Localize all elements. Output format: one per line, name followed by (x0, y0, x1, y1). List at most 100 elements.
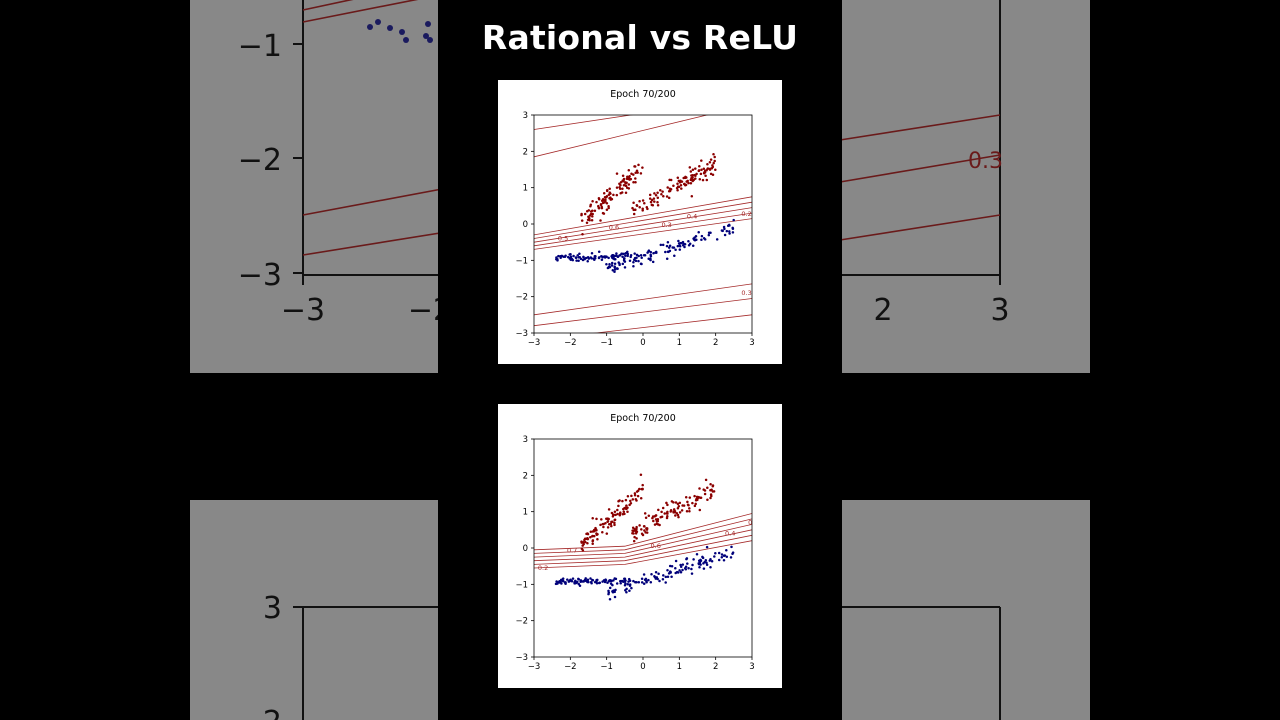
data-point (700, 234, 704, 238)
data-point (593, 580, 597, 584)
data-point (579, 579, 583, 582)
data-point (672, 184, 675, 187)
data-point (655, 576, 659, 579)
data-point (634, 498, 638, 501)
data-point (595, 533, 599, 537)
data-point (637, 163, 640, 167)
data-point (627, 577, 631, 581)
data-point (560, 254, 564, 258)
data-point (690, 567, 693, 571)
data-point (632, 212, 636, 216)
x-tick-label: 0 (640, 338, 645, 348)
data-point (641, 487, 644, 491)
data-point (609, 522, 613, 526)
data-point (684, 495, 688, 499)
data-point (573, 582, 576, 585)
data-point (568, 579, 571, 583)
background-tick-y-2: −2 (238, 143, 282, 178)
data-point (558, 581, 561, 584)
data-point (699, 559, 703, 563)
data-point (695, 552, 699, 556)
data-point (676, 502, 680, 506)
data-point (576, 254, 579, 257)
background-tick-x-3: 2 (873, 293, 892, 328)
data-point (707, 233, 711, 237)
data-point (581, 232, 584, 236)
data-point (699, 563, 702, 566)
data-point (616, 508, 619, 512)
data-point (680, 180, 684, 183)
contour-label: 0.6 (651, 542, 661, 550)
data-point (660, 510, 663, 514)
data-point (654, 570, 658, 574)
data-point (654, 193, 658, 197)
data-point (629, 501, 633, 505)
data-point (582, 255, 585, 259)
data-point (607, 508, 611, 511)
data-point (704, 478, 708, 482)
data-point (571, 577, 575, 580)
data-point (653, 192, 656, 195)
data-point (613, 521, 616, 525)
data-point (681, 240, 685, 244)
data-point (693, 173, 696, 177)
data-point (693, 494, 696, 498)
y-tick-label: 1 (523, 508, 528, 518)
data-point (601, 530, 604, 534)
data-point (613, 254, 617, 258)
contour-line (534, 529, 752, 562)
data-point (684, 184, 687, 187)
data-point (710, 488, 713, 492)
data-point (657, 572, 660, 576)
data-point (574, 579, 577, 583)
data-point (694, 235, 698, 238)
data-point (627, 183, 631, 186)
data-point (644, 577, 648, 581)
data-point (653, 200, 656, 203)
data-point (583, 538, 586, 542)
data-point (601, 201, 605, 205)
data-point (575, 259, 578, 262)
contour-line (534, 218, 752, 250)
data-point (649, 250, 653, 254)
data-point (643, 529, 646, 532)
data-point (606, 526, 610, 529)
contour-label: 0.2 (741, 210, 751, 218)
data-point (630, 494, 633, 498)
data-point (708, 168, 712, 171)
data-point (621, 262, 625, 266)
data-point (670, 575, 673, 578)
data-point (615, 193, 619, 197)
data-point (641, 166, 644, 169)
data-point (594, 254, 597, 258)
data-point (596, 538, 599, 541)
data-point (705, 168, 708, 172)
data-point (702, 167, 706, 171)
x-tick-label: 1 (677, 338, 682, 348)
data-point (687, 567, 690, 570)
data-point (616, 255, 620, 259)
data-point (592, 534, 596, 538)
data-point (626, 506, 629, 510)
contour-line (534, 115, 709, 158)
data-point (611, 583, 614, 587)
y-tick-label: −1 (515, 256, 528, 266)
data-point (725, 555, 729, 559)
x-tick-label: 3 (749, 338, 754, 348)
data-point (626, 510, 629, 514)
data-point (621, 512, 625, 516)
data-point (683, 566, 687, 570)
data-point (555, 580, 558, 583)
data-point (621, 255, 624, 259)
data-point (617, 504, 620, 508)
data-point (676, 182, 679, 185)
data-point (705, 563, 709, 566)
data-point (605, 532, 609, 535)
data-point (680, 187, 683, 190)
data-point (688, 507, 691, 510)
data-point (658, 579, 661, 583)
data-point (580, 212, 583, 216)
data-point (599, 202, 603, 206)
data-point (676, 188, 679, 192)
data-point (628, 589, 631, 592)
